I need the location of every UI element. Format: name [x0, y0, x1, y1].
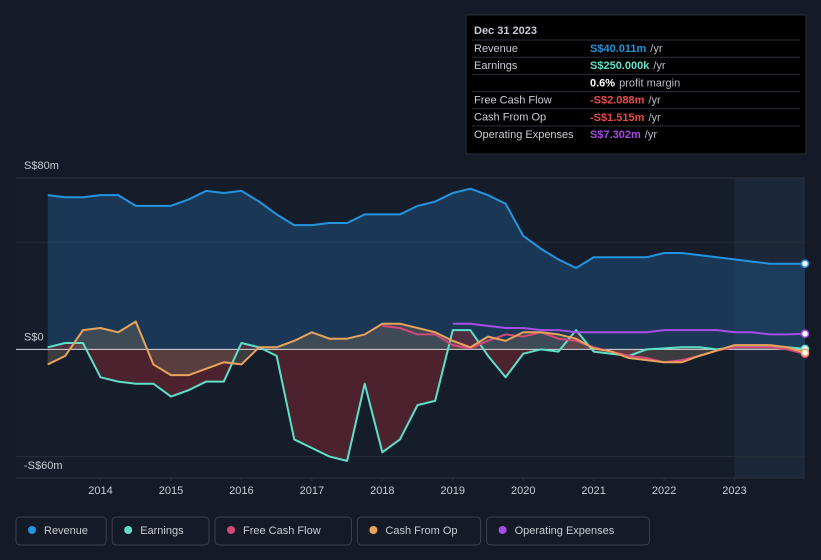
legend-box [486, 516, 650, 546]
legend-box [356, 516, 482, 546]
tooltip-value: S$40.011m/yr [590, 43, 663, 55]
legend-dot [369, 526, 378, 534]
legend-item[interactable]: Cash From Op [356, 516, 482, 546]
legend-item[interactable]: Operating Expenses [486, 516, 650, 546]
tooltip-value: -S$1.515m/yr [590, 112, 661, 124]
tooltip-unit: /yr [653, 60, 666, 72]
legend-dot [227, 526, 235, 534]
x-tick-label: 2019 [441, 485, 465, 497]
area [47, 321, 806, 376]
x-tick-label: 2023 [722, 485, 746, 497]
legend-label: Earnings [140, 525, 184, 537]
tooltip-label: Cash From Op [474, 112, 546, 124]
tooltip-value-text: -S$1.515m [590, 112, 645, 124]
legend-item[interactable]: Earnings [111, 516, 210, 546]
series-line [452, 322, 806, 336]
legend-item[interactable]: Free Cash Flow [214, 516, 352, 546]
series-line [47, 320, 806, 377]
x-tick-label: 2014 [88, 485, 112, 497]
end-marker [800, 348, 810, 357]
tooltip-value: S$7.302m/yr [590, 129, 657, 141]
tooltip-label: Free Cash Flow [474, 95, 552, 107]
tooltip-unit: /yr [648, 112, 661, 124]
x-tick-label: 2022 [652, 485, 676, 497]
x-tick-label: 2020 [511, 485, 535, 497]
legend-label: Cash From Op [385, 525, 457, 537]
legend-item[interactable]: Revenue [15, 516, 107, 546]
legend-label: Operating Expenses [515, 525, 615, 537]
tooltip-value-text: -S$2.088m [590, 95, 645, 107]
x-tick-label: 2021 [581, 485, 605, 497]
tooltip-value: S$250.000k/yr [590, 60, 666, 72]
tooltip-date: Dec 31 2023 [474, 25, 537, 37]
tooltip-value-text: S$250.000k [590, 60, 650, 72]
tooltip-label: Revenue [474, 43, 518, 55]
tooltip-unit: /yr [645, 129, 658, 141]
tooltip-value: -S$2.088m/yr [590, 95, 661, 107]
tooltip-unit: profit margin [619, 77, 680, 89]
legend-label: Free Cash Flow [243, 525, 321, 537]
y-tick-label: S$0 [24, 331, 44, 343]
legend-box [15, 516, 107, 546]
x-tick-label: 2017 [300, 485, 324, 497]
x-tick-label: 2015 [159, 485, 183, 497]
series-line [47, 187, 806, 269]
area [47, 330, 806, 461]
x-tick-label: 2016 [229, 485, 253, 497]
y-tick-label: S$80m [24, 160, 59, 172]
x-tick-label: 2018 [370, 485, 394, 497]
tooltip-label: Earnings [474, 60, 518, 72]
legend-label: Revenue [44, 525, 88, 537]
tooltip-value-text: S$40.011m [590, 43, 646, 55]
tooltip-box [465, 14, 807, 155]
legend-box [111, 516, 210, 546]
end-marker [800, 329, 810, 339]
legend-dot [28, 526, 36, 534]
tooltip-value: 0.6% profit margin [590, 77, 680, 89]
legend-box [214, 516, 352, 546]
end-marker [800, 259, 810, 268]
area [47, 188, 806, 350]
tooltip-label: Operating Expenses [474, 129, 574, 141]
legend-dot [124, 526, 133, 534]
legend-dot [498, 526, 507, 534]
tooltip-value-text: S$7.302m [590, 129, 641, 141]
tooltip-unit: /yr [648, 95, 661, 107]
y-tick-label: -S$60m [24, 460, 63, 472]
tooltip-value-text: 0.6% [590, 77, 615, 89]
series-line [47, 329, 806, 462]
tooltip-unit: /yr [650, 43, 663, 55]
